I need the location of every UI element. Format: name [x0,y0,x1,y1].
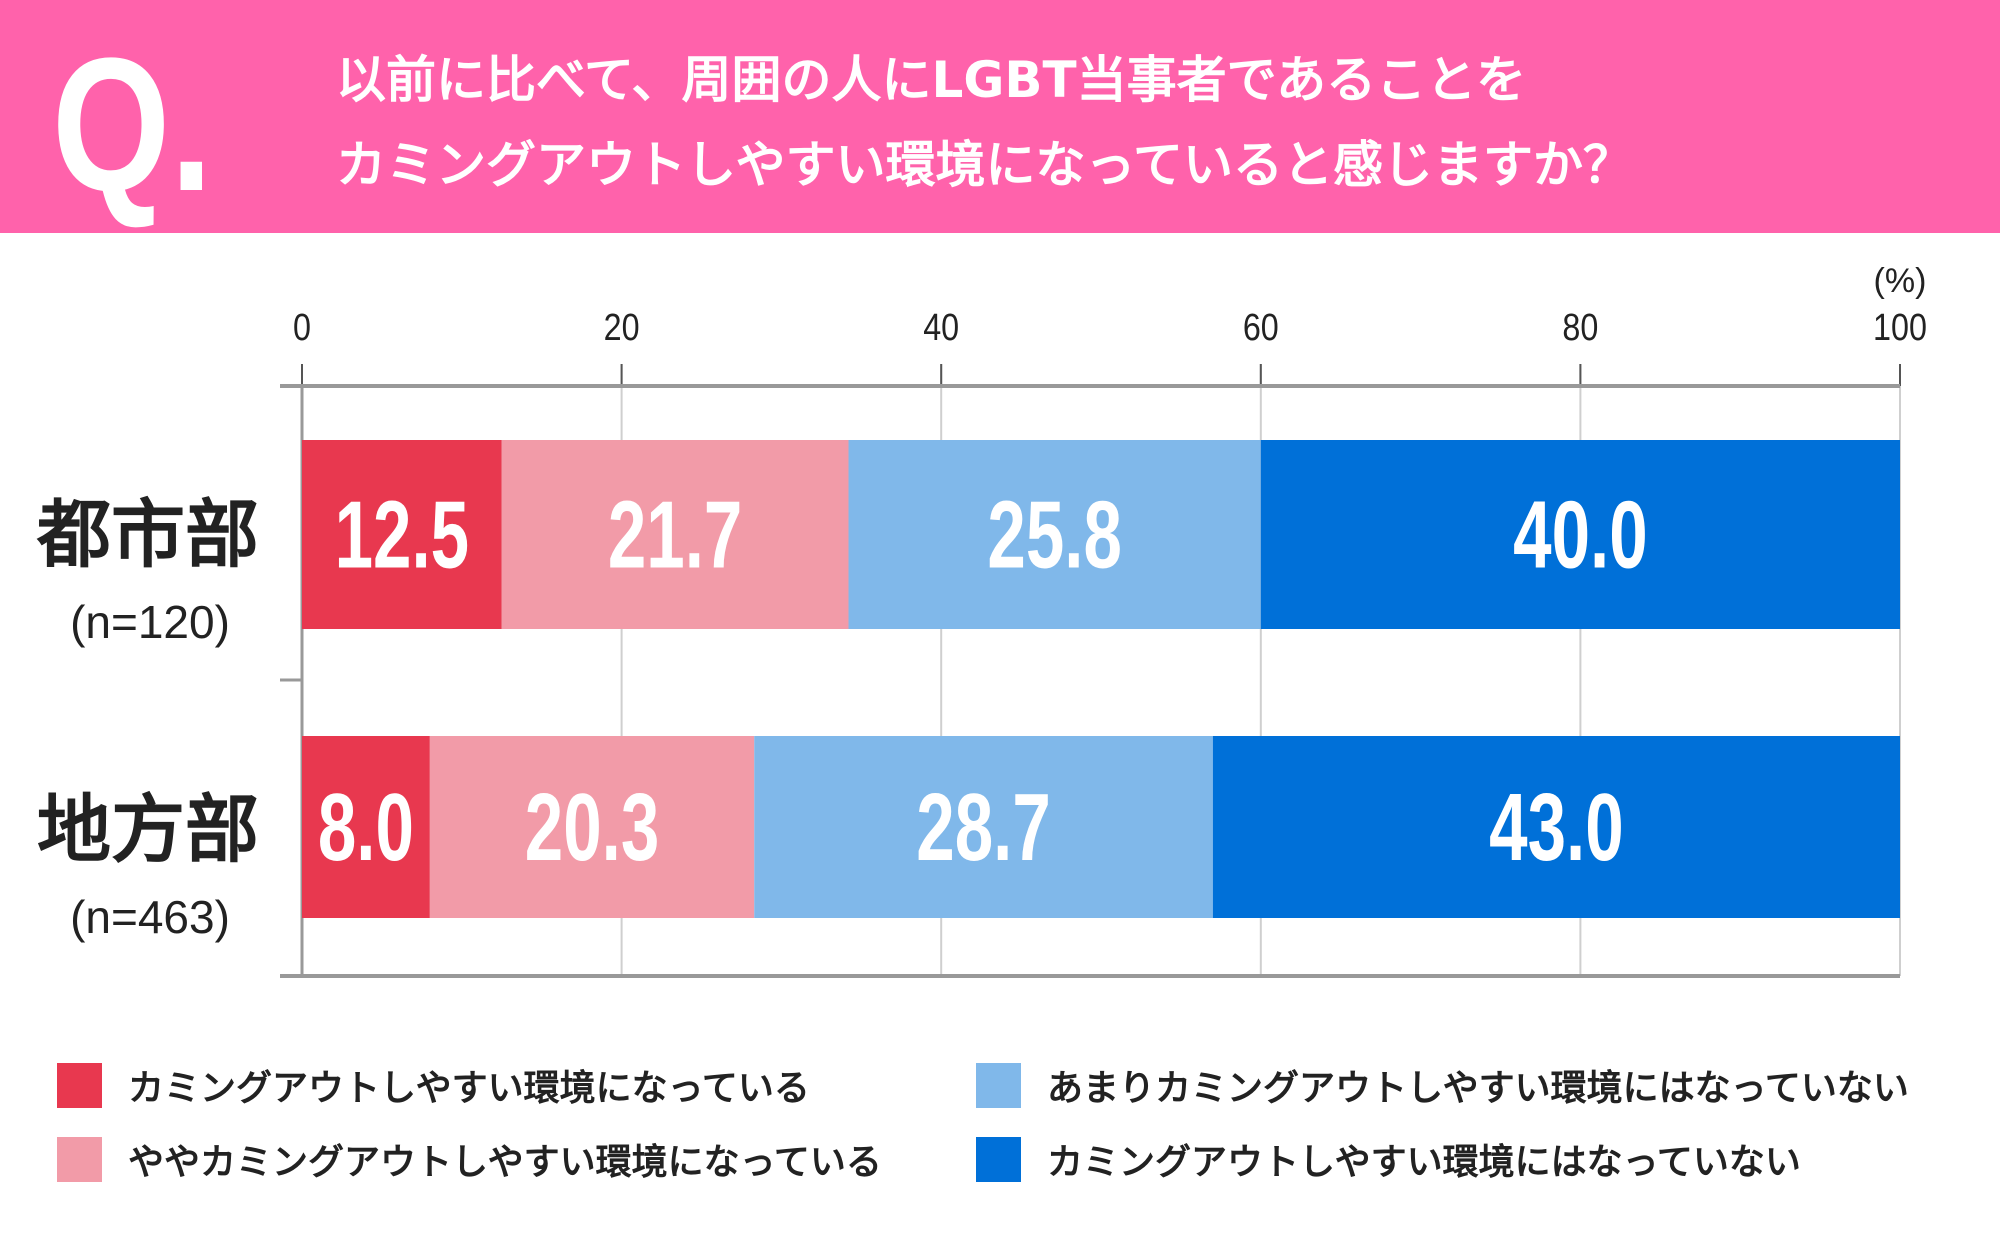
bar-value-label: 43.0 [1489,773,1623,881]
bar-segment [302,736,430,918]
bar-value-label: 12.5 [335,480,469,588]
bar-segment [848,440,1261,629]
bar-segment [429,736,755,918]
x-tick-label: 80 [1562,307,1598,349]
bar-segment [754,736,1213,918]
bar-value-label: 8.0 [318,773,414,881]
bar-value-label: 20.3 [525,773,659,881]
question-header: Q. 以前に比べて、周囲の人にLGBT当事者であることを カミングアウトしやすい… [0,0,2000,233]
legend-swatch [976,1062,1021,1108]
x-tick-label: 0 [293,307,311,349]
q-mark: Q. [52,19,213,231]
category-label: 地方部 [37,787,259,873]
category-label: 都市部 [36,492,259,578]
legend-label: カミングアウトしやすい環境にはなっていない [1047,1142,1801,1183]
legend-swatch [57,1136,102,1182]
category-sample-size: (n=120) [70,596,230,648]
legend-label: カミングアウトしやすい環境になっている [128,1068,810,1109]
question-line-1: 以前に比べて、周囲の人にLGBT当事者であることを [336,51,1527,109]
legend-item: ややカミングアウトしやすい環境になっている [57,1133,882,1185]
bar-value-label: 28.7 [916,773,1050,881]
legend-label: ややカミングアウトしやすい環境になっている [128,1142,882,1183]
legend-label: あまりカミングアウトしやすい環境にはなっていない [1047,1068,1909,1109]
legend-item: カミングアウトしやすい環境になっている [57,1059,810,1111]
x-tick-label: 60 [1243,307,1279,349]
bar-value-label: 21.7 [608,480,742,588]
bar-segment [1260,440,1900,629]
legend-swatch [57,1062,102,1108]
question-line-2: カミングアウトしやすい環境になっていると感じますか？ [336,136,1633,194]
bar-segment [501,440,849,629]
x-tick-label: 20 [604,307,640,349]
legend-item: あまりカミングアウトしやすい環境にはなっていない [976,1059,1909,1111]
bar-value-label: 40.0 [1513,480,1647,588]
legend-item: カミングアウトしやすい環境にはなっていない [976,1133,1801,1185]
legend-swatch [976,1136,1021,1182]
bar-value-label: 25.8 [987,480,1121,588]
unit-label: (%) [1874,262,1927,300]
x-tick-label: 100 [1873,307,1927,349]
x-tick-label: 40 [923,307,959,349]
category-sample-size: (n=463) [70,891,230,943]
bar-segment [302,440,502,629]
bar-segment [1212,736,1900,918]
